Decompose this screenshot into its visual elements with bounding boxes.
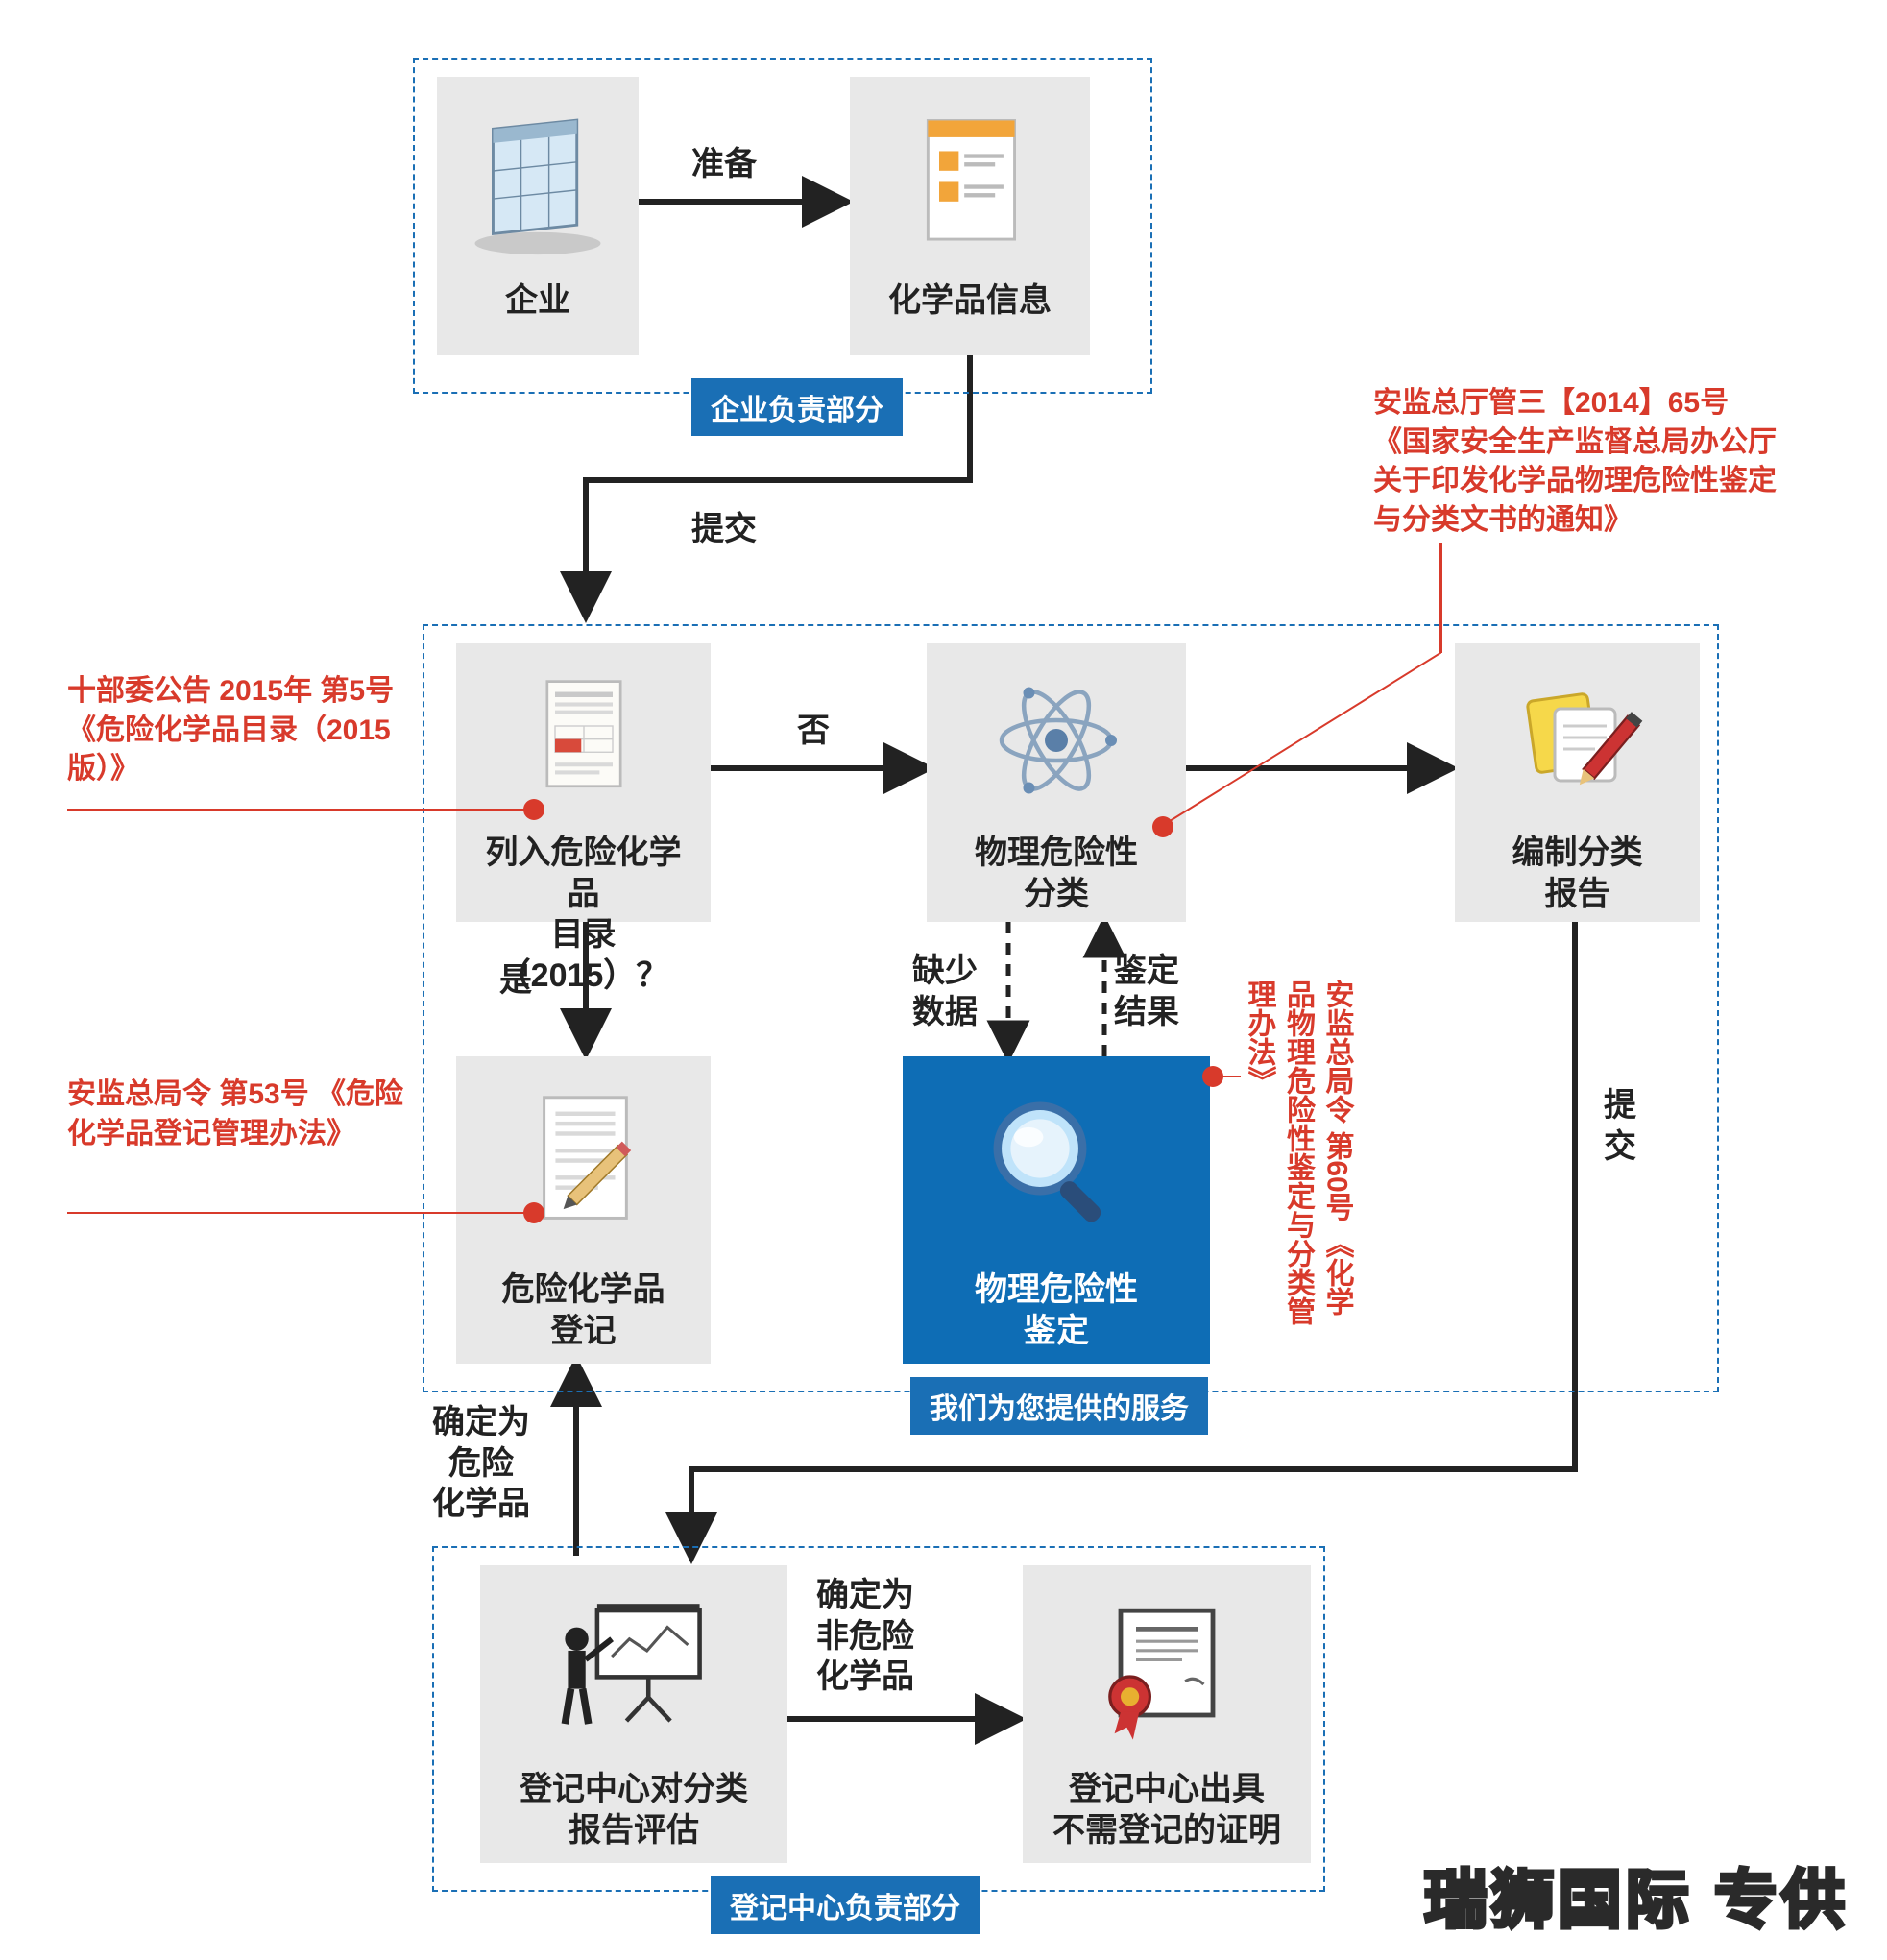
node-center-eval-label: 登记中心对分类 报告评估 xyxy=(494,1769,774,1851)
annotation-3-text: 安监总厅管三【2014】65号 《国家安全生产监督总局办公厅关于印发化学品物理危… xyxy=(1373,387,1777,536)
document-icon xyxy=(863,94,1077,267)
section-service-label: 我们为您提供的服务 xyxy=(910,1377,1208,1435)
annotation-2-text: 安监总局令 第53号 《危险化学品登记管理办法》 xyxy=(67,1078,403,1149)
node-phys-assess-label: 物理危险性 鉴定 xyxy=(916,1270,1197,1351)
annotation-1-line xyxy=(67,809,528,811)
certificate-icon xyxy=(1036,1583,1297,1755)
edge-yes: 是 xyxy=(499,960,532,1002)
annotation-3-connector xyxy=(1143,543,1450,840)
node-catalog-q: 列入危险化学品 目录（2015）？ xyxy=(456,643,711,922)
building-icon xyxy=(450,94,625,267)
node-compile-rpt: 编制分类 报告 xyxy=(1455,643,1700,922)
node-phys-class-label: 物理危险性 分类 xyxy=(940,833,1173,914)
edge-no: 否 xyxy=(797,711,830,752)
edge-prepare: 准备 xyxy=(691,144,757,185)
node-phys-assess: 物理危险性 鉴定 xyxy=(903,1056,1210,1364)
notes-pen-icon xyxy=(1468,661,1686,819)
edge-confirm-nonhaz: 确定为 非危险 化学品 xyxy=(816,1575,914,1698)
edge-submit2: 提 交 xyxy=(1604,1085,1636,1167)
annotation-2-dot xyxy=(523,1202,544,1223)
annotation-3-dot xyxy=(1152,816,1173,837)
annotation-1: 十部委公告 2015年 第5号 《危险化学品目录（2015版）》 xyxy=(67,672,413,789)
edge-submit: 提交 xyxy=(691,509,757,550)
node-center-eval: 登记中心对分类 报告评估 xyxy=(480,1565,787,1863)
magnifier-icon xyxy=(916,1074,1197,1256)
edge-lack-data: 缺少 数据 xyxy=(912,951,978,1032)
atom-icon xyxy=(940,661,1173,819)
annotation-4-dot xyxy=(1202,1066,1223,1087)
section-enterprise-label: 企业负责部分 xyxy=(691,378,903,436)
node-chem-info-label: 化学品信息 xyxy=(863,280,1077,322)
node-compile-rpt-label: 编制分类 报告 xyxy=(1468,833,1686,914)
node-enterprise-label: 企业 xyxy=(450,280,625,322)
node-haz-reg: 危险化学品 登记 xyxy=(456,1056,711,1364)
node-chem-info: 化学品信息 xyxy=(850,77,1090,355)
edge-assess-result: 鉴定 结果 xyxy=(1114,951,1179,1032)
node-enterprise: 企业 xyxy=(437,77,639,355)
annotation-4-line xyxy=(1222,1076,1241,1077)
edge-confirm-haz: 确定为 危险 化学品 xyxy=(432,1402,530,1525)
edit-doc-icon xyxy=(470,1074,697,1256)
annotation-4-text: 安监总局令 第60号 《化学品物理危险性鉴定与分类管理办法》 xyxy=(1244,980,1353,1325)
catalog-doc-icon xyxy=(470,661,697,819)
watermark: 瑞狮国际 专供 xyxy=(1424,1849,1849,1941)
node-haz-reg-label: 危险化学品 登记 xyxy=(470,1270,697,1351)
annotation-4: 安监总局令 第60号 《化学品物理危险性鉴定与分类管理办法》 xyxy=(1239,980,1356,1344)
node-center-cert-label: 登记中心出具 不需登记的证明 xyxy=(1036,1769,1297,1851)
annotation-2: 安监总局令 第53号 《危险化学品登记管理办法》 xyxy=(67,1076,413,1153)
annotation-2-line xyxy=(67,1212,528,1214)
annotation-1-text: 十部委公告 2015年 第5号 《危险化学品目录（2015版）》 xyxy=(67,675,394,785)
node-center-cert: 登记中心出具 不需登记的证明 xyxy=(1023,1565,1311,1863)
annotation-3: 安监总厅管三【2014】65号 《国家安全生产监督总局办公厅关于印发化学品物理危… xyxy=(1373,384,1786,540)
annotation-1-dot xyxy=(523,799,544,820)
section-center-label: 登记中心负责部分 xyxy=(711,1876,980,1934)
presentation-icon xyxy=(494,1583,774,1755)
